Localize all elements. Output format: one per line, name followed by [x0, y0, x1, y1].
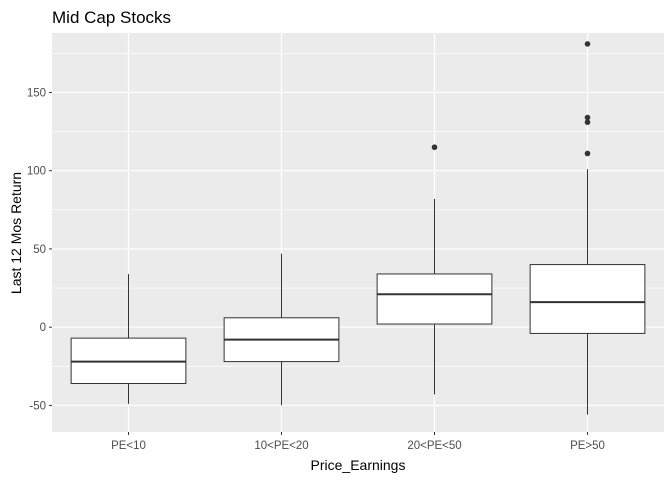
iqr-box — [529, 264, 646, 334]
x-axis: PE<10 10<PE<20 20<PE<50 PE>50 — [111, 432, 605, 452]
outlier-point — [431, 144, 438, 151]
boxplot-marks — [70, 41, 646, 415]
outlier-point — [584, 119, 591, 125]
x-tick-label: PE<10 — [111, 440, 146, 452]
y-tick-label: 50 — [33, 244, 46, 256]
x-tick-label: 20<PE<50 — [407, 440, 461, 452]
iqr-box — [376, 273, 493, 325]
y-axis-title: Last 12 Mos Return — [8, 172, 24, 294]
outlier-point — [584, 114, 591, 121]
box-3 — [376, 144, 493, 395]
x-axis-title: Price_Earnings — [311, 457, 406, 473]
box-4 — [529, 41, 646, 415]
y-tick-label: -50 — [29, 400, 46, 412]
x-tick-label: 10<PE<20 — [254, 440, 308, 452]
x-tick-label: PE>50 — [570, 440, 605, 452]
y-tick-label: 150 — [27, 87, 46, 99]
box-2 — [223, 253, 340, 406]
box-1 — [70, 273, 187, 404]
y-tick-label: 0 — [40, 322, 46, 334]
outlier-point — [584, 150, 591, 157]
chart-title: Mid Cap Stocks — [52, 8, 171, 27]
outlier-point — [584, 41, 591, 47]
y-axis: -50 0 50 100 150 — [27, 87, 52, 412]
y-tick-label: 100 — [27, 166, 46, 178]
